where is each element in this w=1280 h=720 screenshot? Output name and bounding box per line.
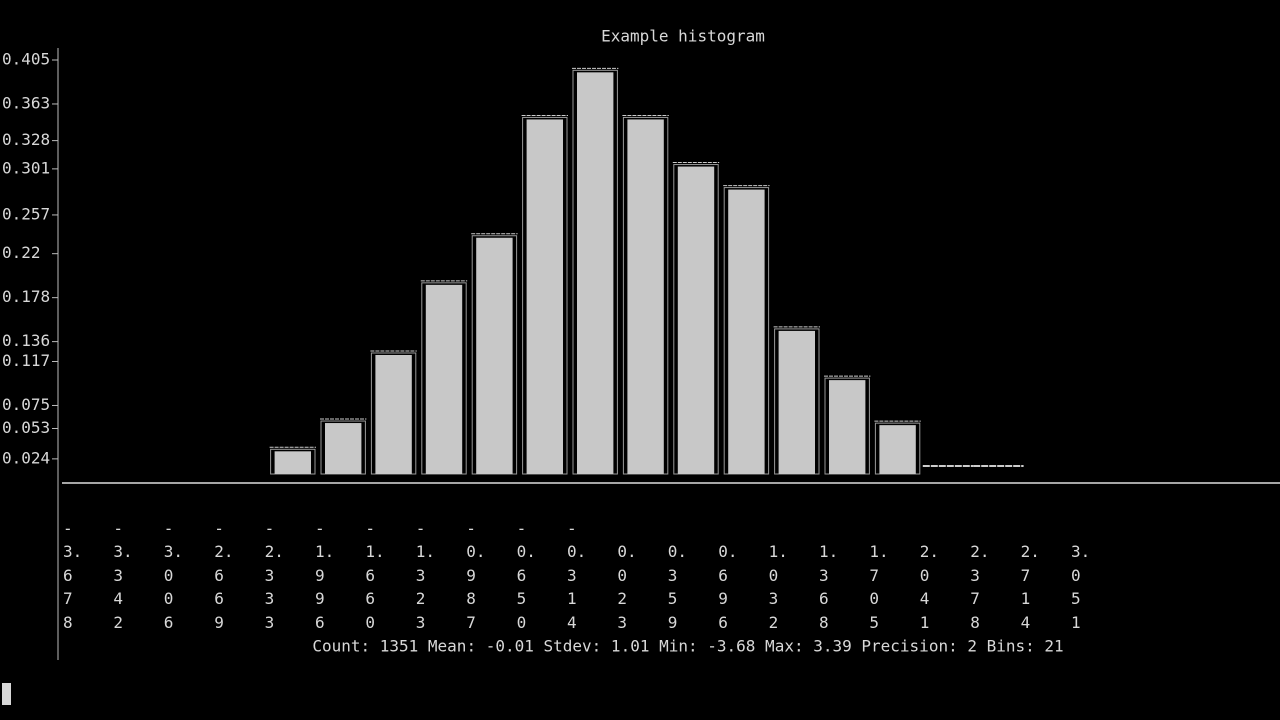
x-tick-label: -3.006 [163,518,184,632]
bar [375,354,412,474]
x-tick-label: -0.650 [516,518,536,632]
bar [677,166,715,475]
bar [274,451,311,474]
y-tick-label: 0.328 [2,130,50,149]
y-tick-label: 0.405 [2,50,50,69]
chart-title: Example histogram [601,27,765,46]
y-tick-label: 0.363 [2,93,50,112]
x-tick-label: -1.323 [415,518,436,632]
stats-line: Count: 1351 Mean: -0.01 Stdev: 1.01 Min:… [312,637,1063,656]
y-tick-label: 0.053 [2,418,50,437]
bar [425,284,463,474]
bar [526,119,563,474]
x-tick-label: 2.714 [1020,542,1040,632]
x-tick-label: -2.333 [264,518,284,632]
x-tick-label: -0.314 [567,518,587,632]
x-tick-label: -1.996 [315,518,335,632]
y-tick-label: 0.024 [2,448,50,467]
x-tick-label: -1.660 [365,518,385,632]
y-tick-label: 0.301 [2,158,50,177]
cursor [2,683,11,705]
y-tick-label: 0.117 [2,351,50,370]
bar [879,425,916,474]
x-tick-label: 2.378 [970,542,990,632]
x-tick-label: -0.987 [466,518,486,632]
x-tick-label: -2.669 [214,518,234,632]
y-tick-label: 0.178 [2,287,50,306]
y-tick-label: 0.075 [2,395,50,414]
bar [778,330,815,474]
bar [476,237,513,474]
x-tick-label: 0.359 [667,542,688,632]
x-tick-label: 1.032 [768,542,788,632]
bar [325,423,362,474]
x-tick-label: 2.041 [919,542,940,632]
bar [728,189,765,475]
y-tick-label: 0.257 [2,204,50,223]
x-tick-label: 1.368 [819,542,839,632]
x-tick-label: -3.342 [113,518,133,632]
x-tick-label: 0.023 [617,542,637,632]
bar [829,380,866,474]
x-tick-label: 1.705 [869,542,889,632]
x-tick-label: 0.696 [718,542,738,632]
x-tick-label: 3.051 [1071,542,1091,632]
bar [577,72,614,474]
x-tick-label: -3.678 [63,518,83,632]
y-tick-label: 0.22 [2,243,41,262]
bar [627,119,664,474]
y-tick-label: 0.136 [2,331,50,350]
